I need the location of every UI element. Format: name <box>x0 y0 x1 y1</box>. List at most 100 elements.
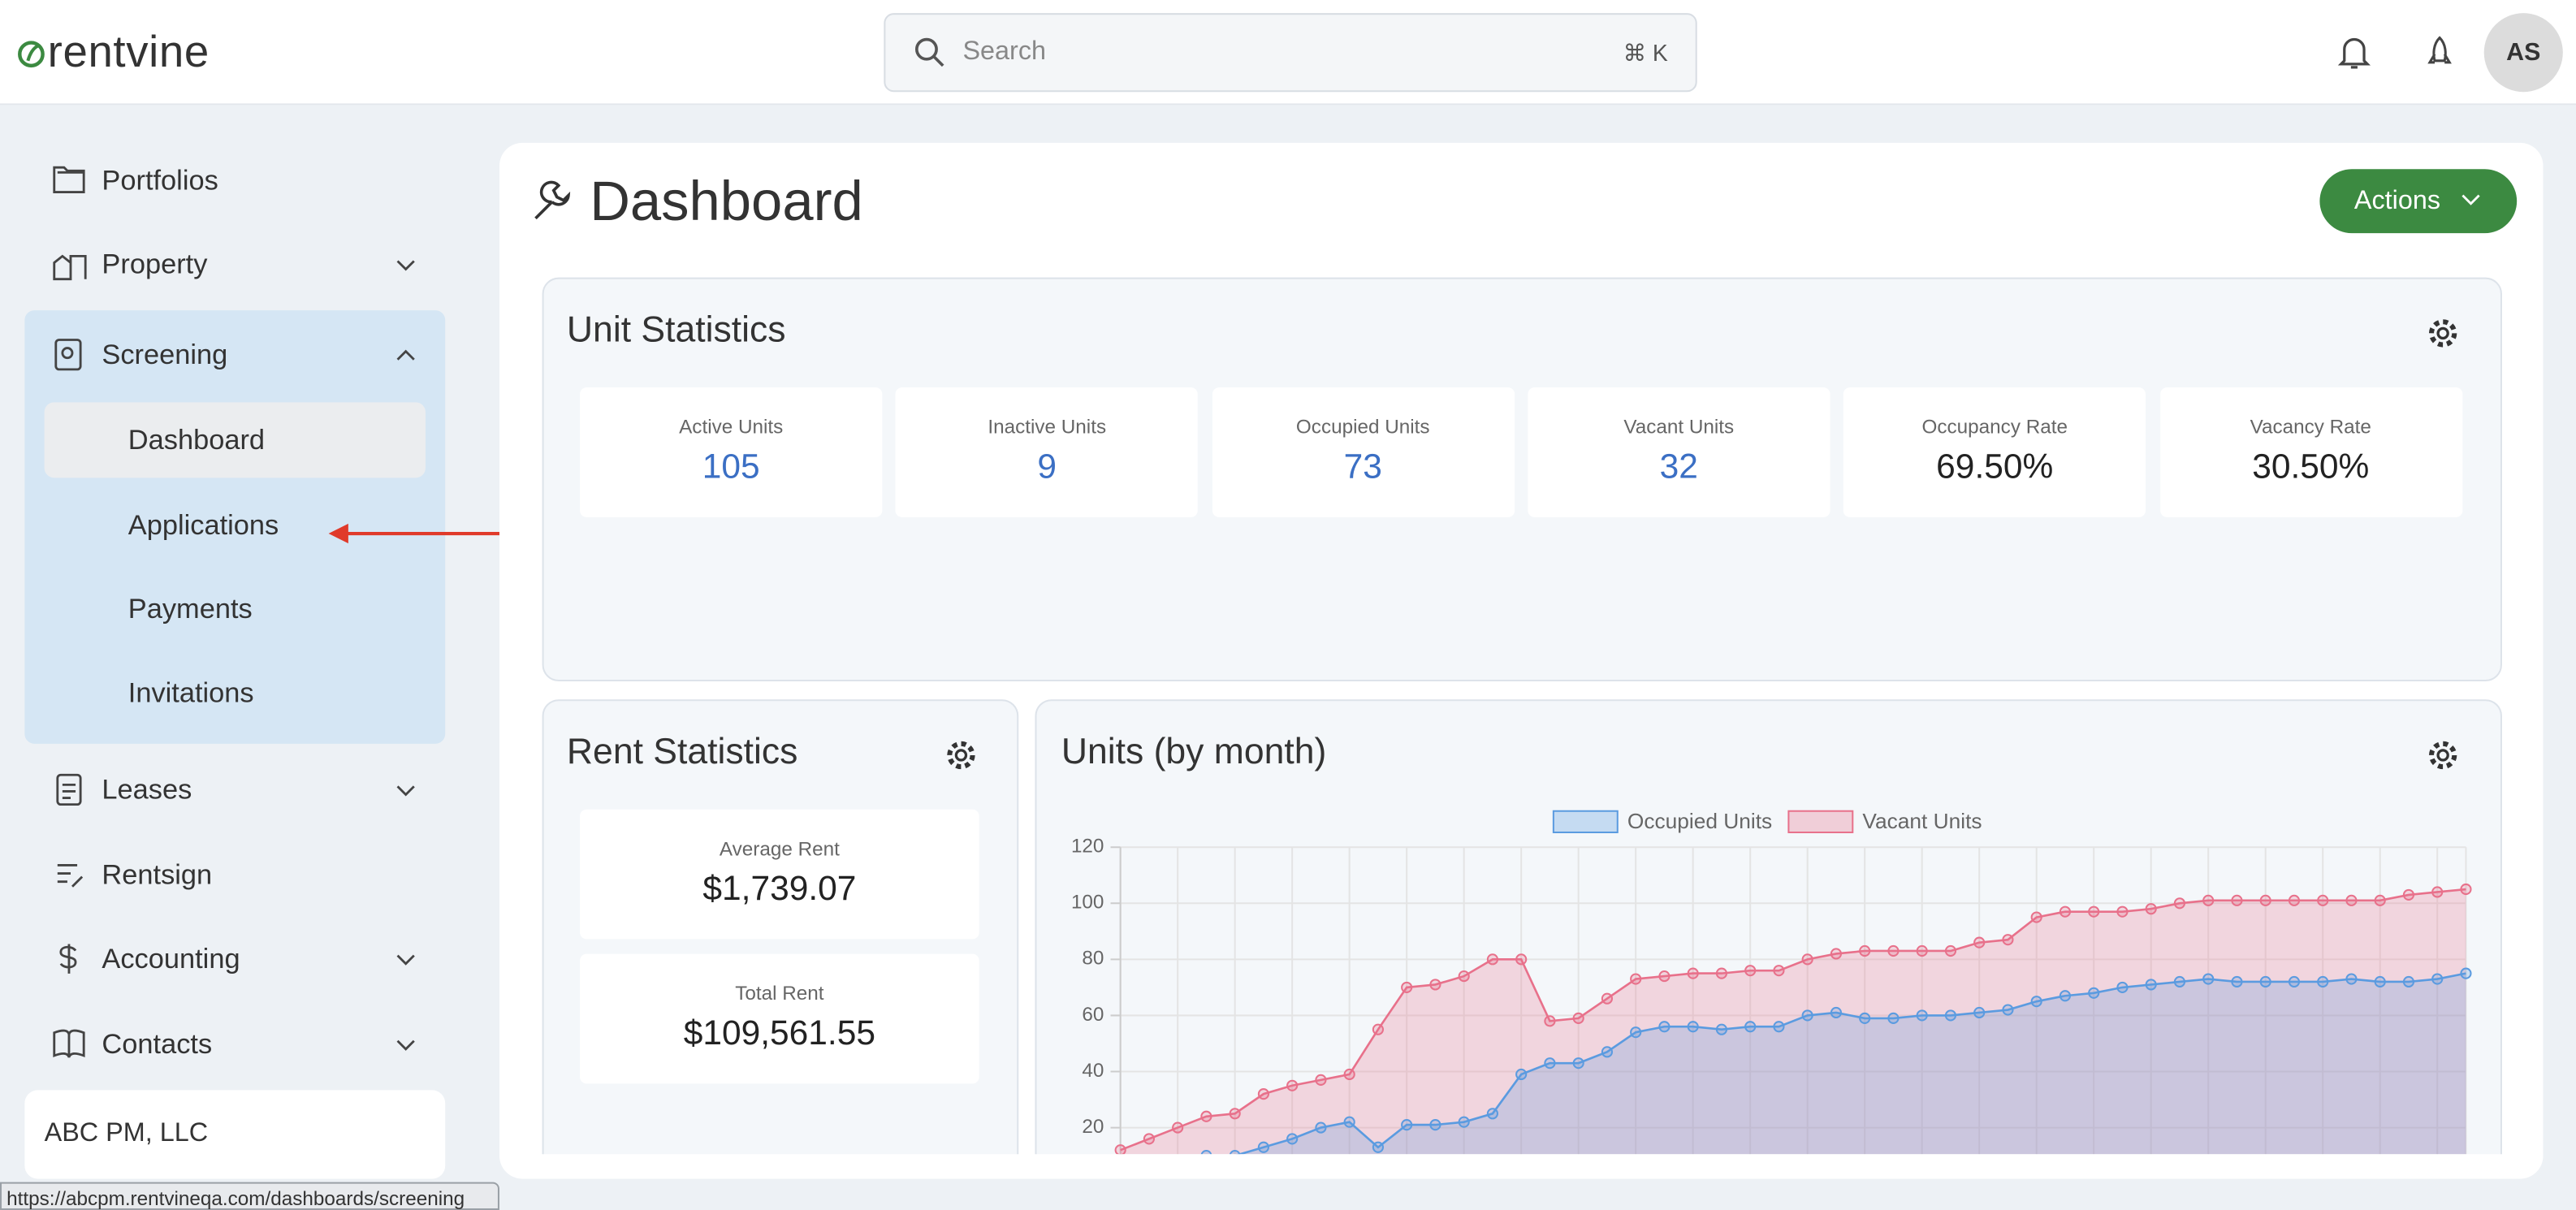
data-point <box>2116 981 2129 993</box>
data-point <box>1572 1057 1584 1070</box>
data-point <box>1773 965 1785 977</box>
nav-subitem[interactable]: Dashboard <box>128 424 266 456</box>
chart-title: Units (by month) <box>1061 730 1327 772</box>
data-point <box>1830 1006 1843 1019</box>
nav-subitem[interactable]: Invitations <box>128 676 254 709</box>
data-point <box>2288 975 2301 988</box>
content-clip: Unit Statistics Rent Statistics Units (b… <box>542 277 2502 1155</box>
data-point <box>1801 1009 1813 1022</box>
data-point <box>2202 973 2215 985</box>
data-point <box>1973 1006 1986 1019</box>
stat-tile: Inactive Units 9 <box>896 387 1199 517</box>
company-box[interactable] <box>24 1090 446 1179</box>
stat-label: Vacant Units <box>1623 415 1735 439</box>
legend-label[interactable]: Vacant Units <box>1862 809 1982 833</box>
nav-subitem[interactable]: Payments <box>128 593 253 625</box>
data-point <box>2317 975 2329 988</box>
data-point <box>2002 934 2014 946</box>
units-chart-card <box>1035 699 2502 1155</box>
data-point <box>2002 1004 2014 1016</box>
data-point <box>1401 1119 1413 1131</box>
data-point <box>1429 979 1441 991</box>
data-point <box>1744 1021 1757 1033</box>
nav-item[interactable]: Property <box>102 248 208 280</box>
data-point <box>1973 936 1986 949</box>
nav-item[interactable]: Accounting <box>102 943 240 974</box>
data-point <box>1715 967 1728 979</box>
data-point <box>2460 967 2472 979</box>
data-point <box>2145 903 2157 915</box>
sidebar-icons <box>53 166 415 1058</box>
search-icon <box>914 37 944 67</box>
nav-item[interactable]: Leases <box>102 774 192 806</box>
data-point <box>2231 894 2243 906</box>
search-box[interactable] <box>884 13 1697 93</box>
stat-value: 73 <box>1343 447 1382 486</box>
data-point <box>1257 1141 1269 1153</box>
data-point <box>1458 970 1470 983</box>
actions-button[interactable] <box>2319 169 2518 234</box>
data-point <box>1343 1116 1355 1128</box>
data-point <box>1859 1012 1871 1024</box>
logo[interactable]: rentvine <box>47 27 210 77</box>
data-point <box>1544 1015 1556 1027</box>
stat-value: 105 <box>702 447 760 486</box>
data-point <box>1601 992 1614 1005</box>
data-point <box>2231 975 2243 988</box>
data-point <box>2202 894 2215 906</box>
data-point <box>1229 1150 1241 1155</box>
data-point <box>1944 944 1957 957</box>
data-point <box>1687 1021 1699 1033</box>
data-point <box>1572 1012 1584 1024</box>
nav-subitem[interactable]: Applications <box>128 509 279 542</box>
actions-chevron <box>2461 194 2480 205</box>
data-point <box>1944 1009 1957 1022</box>
nav-item[interactable]: Screening <box>102 339 228 370</box>
data-point <box>1372 1141 1384 1153</box>
legend-label[interactable]: Occupied Units <box>1627 809 1772 833</box>
data-point <box>2059 905 2072 918</box>
nav-item[interactable]: Contacts <box>102 1028 213 1061</box>
stat-label: Occupancy Rate <box>1921 415 2068 439</box>
data-point <box>1429 1119 1441 1131</box>
stat-value: 30.50% <box>2252 447 2370 486</box>
data-point <box>1515 1068 1528 1081</box>
data-point <box>1315 1121 1327 1134</box>
stat-tile: Active Units 105 <box>580 387 883 517</box>
avatar[interactable] <box>2483 13 2563 93</box>
y-tick-label: 40 <box>1082 1060 1104 1082</box>
data-point <box>2402 888 2415 901</box>
data-point <box>1286 1079 1299 1091</box>
legend-swatch <box>1552 810 1619 834</box>
data-point <box>2374 975 2386 988</box>
data-point <box>1486 1108 1499 1120</box>
nav-item[interactable]: Portfolios <box>102 165 218 197</box>
data-point <box>2317 894 2329 906</box>
units-chart: 20 40 60 80 100 120 Occupied Units Vacant Units <box>1071 809 2472 1155</box>
data-point <box>1630 1026 1642 1039</box>
data-point <box>2259 894 2271 906</box>
stat-value: $1,739.07 <box>702 870 857 909</box>
data-point <box>1200 1150 1212 1155</box>
nav-item[interactable]: Rentsign <box>102 859 213 891</box>
data-point <box>2030 996 2042 1008</box>
card-title: Unit Statistics <box>566 309 786 350</box>
data-point <box>1143 1133 1155 1145</box>
screening-group <box>24 310 446 744</box>
stat-value: 32 <box>1659 447 1698 486</box>
rocket-icon[interactable] <box>2425 34 2454 70</box>
stat-value: $109,561.55 <box>683 1014 876 1052</box>
bell-icon[interactable] <box>2337 34 2371 70</box>
stat-label: Average Rent <box>719 837 840 861</box>
card-title: Rent Statistics <box>566 730 798 772</box>
data-point <box>2030 911 2042 923</box>
stat-label: Active Units <box>679 415 784 439</box>
data-point <box>1343 1068 1355 1081</box>
stat-tile: Occupied Units 73 <box>1212 387 1515 517</box>
data-point <box>2116 905 2129 918</box>
shortcut: ⌘ K <box>1623 39 1668 66</box>
stat-label: Inactive Units <box>988 415 1107 439</box>
avatar-initials: AS <box>2506 38 2541 67</box>
stat-label: Vacancy Rate <box>2250 415 2371 439</box>
y-tick-label: 60 <box>1082 1004 1104 1026</box>
